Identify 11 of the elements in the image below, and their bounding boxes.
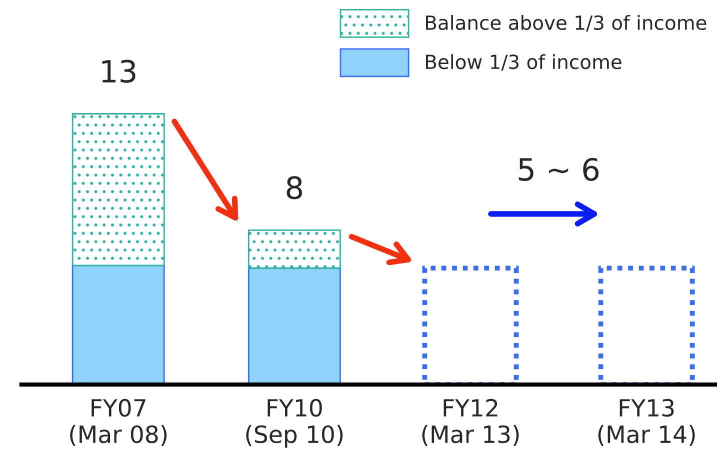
x-tick-label: FY13 (Mar 14)	[598, 398, 695, 446]
x-tick-label: FY12 (Mar 13)	[422, 398, 519, 446]
annotation: 8	[286, 176, 302, 200]
legend-label: Balance above 1/3 of income	[426, 14, 706, 32]
bar	[248, 230, 341, 269]
x-tick-label: FY07 (Mar 08)	[70, 398, 167, 446]
annotation: 5 ∼ 6	[518, 158, 599, 181]
legend-label: Below 1/3 of income	[426, 54, 622, 71]
x-tick-label: FY10 (Sep 10)	[246, 398, 343, 448]
annotation: 13	[102, 60, 136, 83]
bar	[72, 113, 165, 266]
